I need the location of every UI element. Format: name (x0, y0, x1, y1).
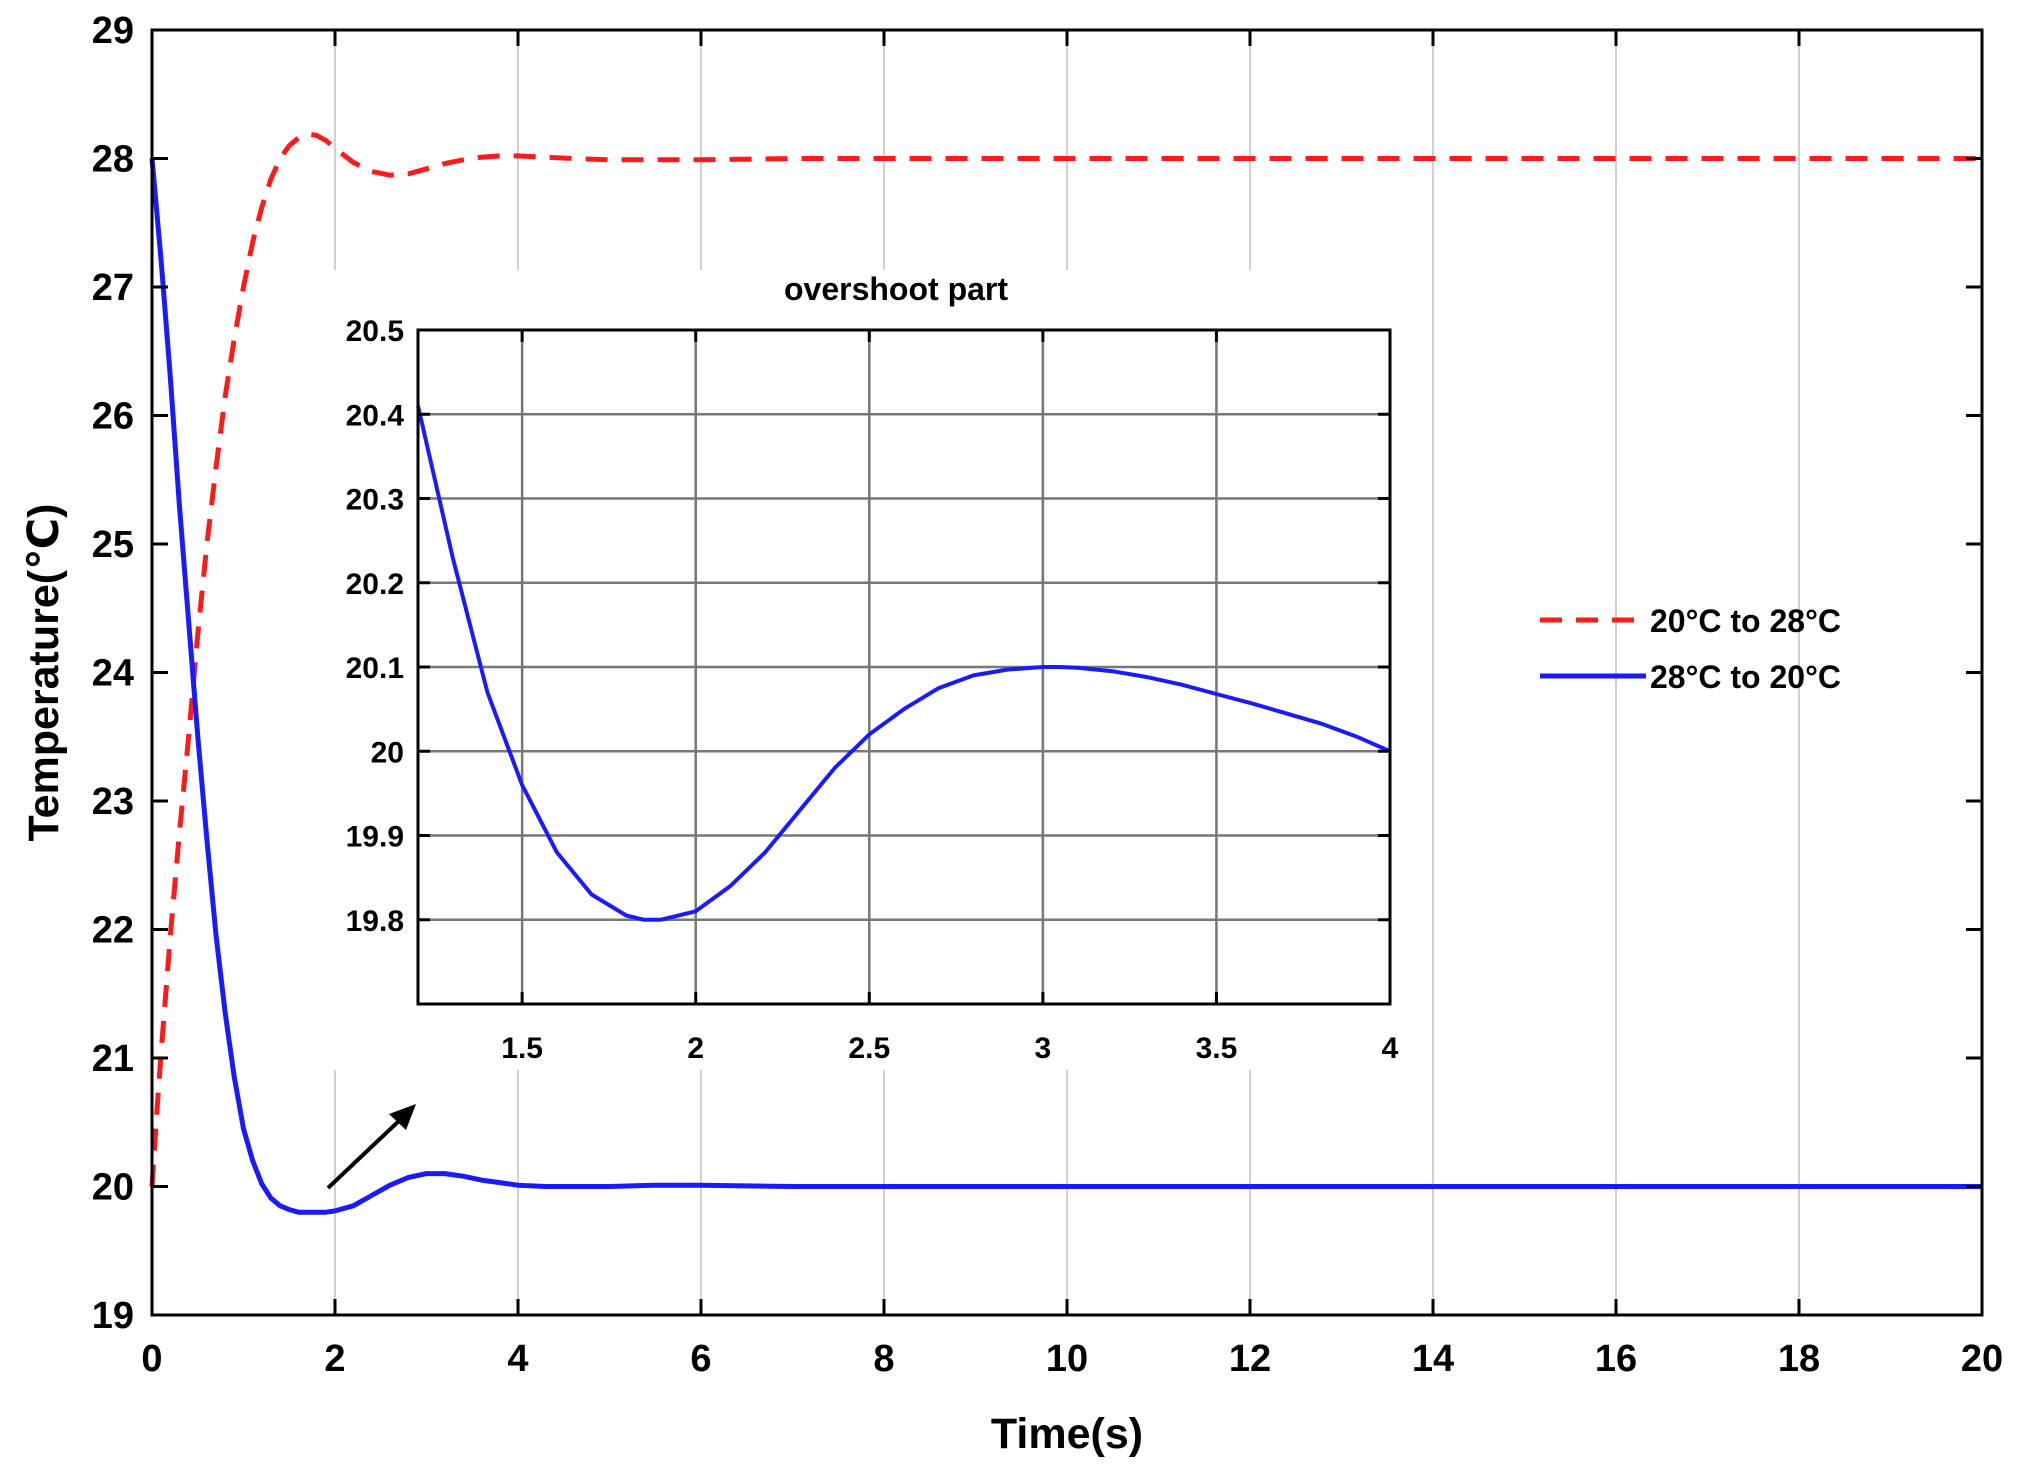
inset-y-tick-label-20-2: 20.2 (346, 568, 404, 601)
inset-y-tick-label-20-1: 20.1 (346, 652, 404, 685)
y-tick-label-21: 21 (92, 1038, 134, 1080)
inset-y-tick-label-20-4: 20.4 (346, 399, 405, 432)
legend-label-20-to-28: 20°C to 28°C (1650, 603, 1841, 639)
x-tick-label-12: 12 (1229, 1338, 1271, 1380)
y-tick-label-22: 22 (92, 910, 134, 952)
y-tick-label-26: 26 (92, 396, 134, 438)
series-line-28-C-to-20-C (149, 158, 1982, 1215)
x-tick-label-8: 8 (873, 1338, 894, 1380)
inset-x-tick-label-4: 4 (1382, 1032, 1399, 1065)
main-plot: 0 2 4 6 8 10 12 14 16 18 201920212223242526272829 … (20, 10, 2003, 1458)
inset-x-tick-label-2: 2 (687, 1032, 704, 1065)
legend-label-28-to-20: 28°C to 20°C (1650, 659, 1841, 695)
y-tick-label-28: 28 (92, 139, 134, 181)
y-tick-label-25: 25 (92, 524, 134, 566)
main-series (149, 131, 1982, 1215)
y-tick-label-29: 29 (92, 10, 134, 52)
y-tick-label-24: 24 (92, 653, 134, 695)
x-tick-label-20: 20 (1961, 1338, 2003, 1380)
y-tick-label-23: 23 (92, 781, 134, 823)
x-tick-label-14: 14 (1412, 1338, 1454, 1380)
legend: 20°C to 28°C 28°C to 20°C (1540, 603, 1841, 695)
inset-ticks (418, 328, 1392, 1004)
inset-series (416, 405, 1391, 922)
x-tick-label-16: 16 (1595, 1338, 1637, 1380)
x-tick-label-4: 4 (507, 1338, 528, 1380)
inset-x-tick-label-2-5: 2.5 (848, 1032, 890, 1065)
inset-x-tick-label-3-5: 3.5 (1196, 1032, 1238, 1065)
inset-y-tick-label-19-8: 19.8 (346, 905, 404, 938)
x-axis-label: Time(s) (991, 1410, 1143, 1458)
series-line-20-C-to-28-C (149, 131, 1982, 1187)
inset-series-line (416, 405, 1391, 922)
y-axis-label: Temperature(℃) (20, 504, 68, 842)
inset-background (300, 270, 1410, 1070)
y-tick-label-27: 27 (92, 267, 134, 309)
inset-tick-labels: 1.5 2 2.5 3 3.5 4 19.8 19.9 20 20.1 20.2 20.3 20.4 20… (346, 315, 1399, 1065)
inset-y-tick-label-20-3: 20.3 (346, 484, 404, 517)
inset-grid (418, 330, 1390, 1004)
inset-x-tick-label-3: 3 (1035, 1032, 1052, 1065)
x-tick-label-18: 18 (1778, 1338, 1820, 1380)
x-tick-label-0: 0 (141, 1338, 162, 1380)
inset-y-tick-label-19-9: 19.9 (346, 821, 404, 854)
y-tick-label-19: 19 (92, 1295, 134, 1337)
x-tick-label-6: 6 (690, 1338, 711, 1380)
inset-plot: 1.5 2 2.5 3 3.5 4 19.8 19.9 20 20.1 20.2 20.3 20.4 20… (300, 270, 1410, 1070)
x-tick-label-10: 10 (1046, 1338, 1088, 1380)
zoom-arrow (326, 1104, 416, 1190)
x-tick-label-2: 2 (324, 1338, 345, 1380)
inset-y-tick-label-20: 20 (371, 736, 404, 769)
inset-x-tick-label-1-5: 1.5 (501, 1032, 543, 1065)
inset-y-tick-label-20-5: 20.5 (346, 315, 404, 348)
main-ticks (150, 28, 1984, 1317)
inset-title: overshoot part (784, 271, 1008, 307)
y-tick-label-20: 20 (92, 1167, 134, 1209)
